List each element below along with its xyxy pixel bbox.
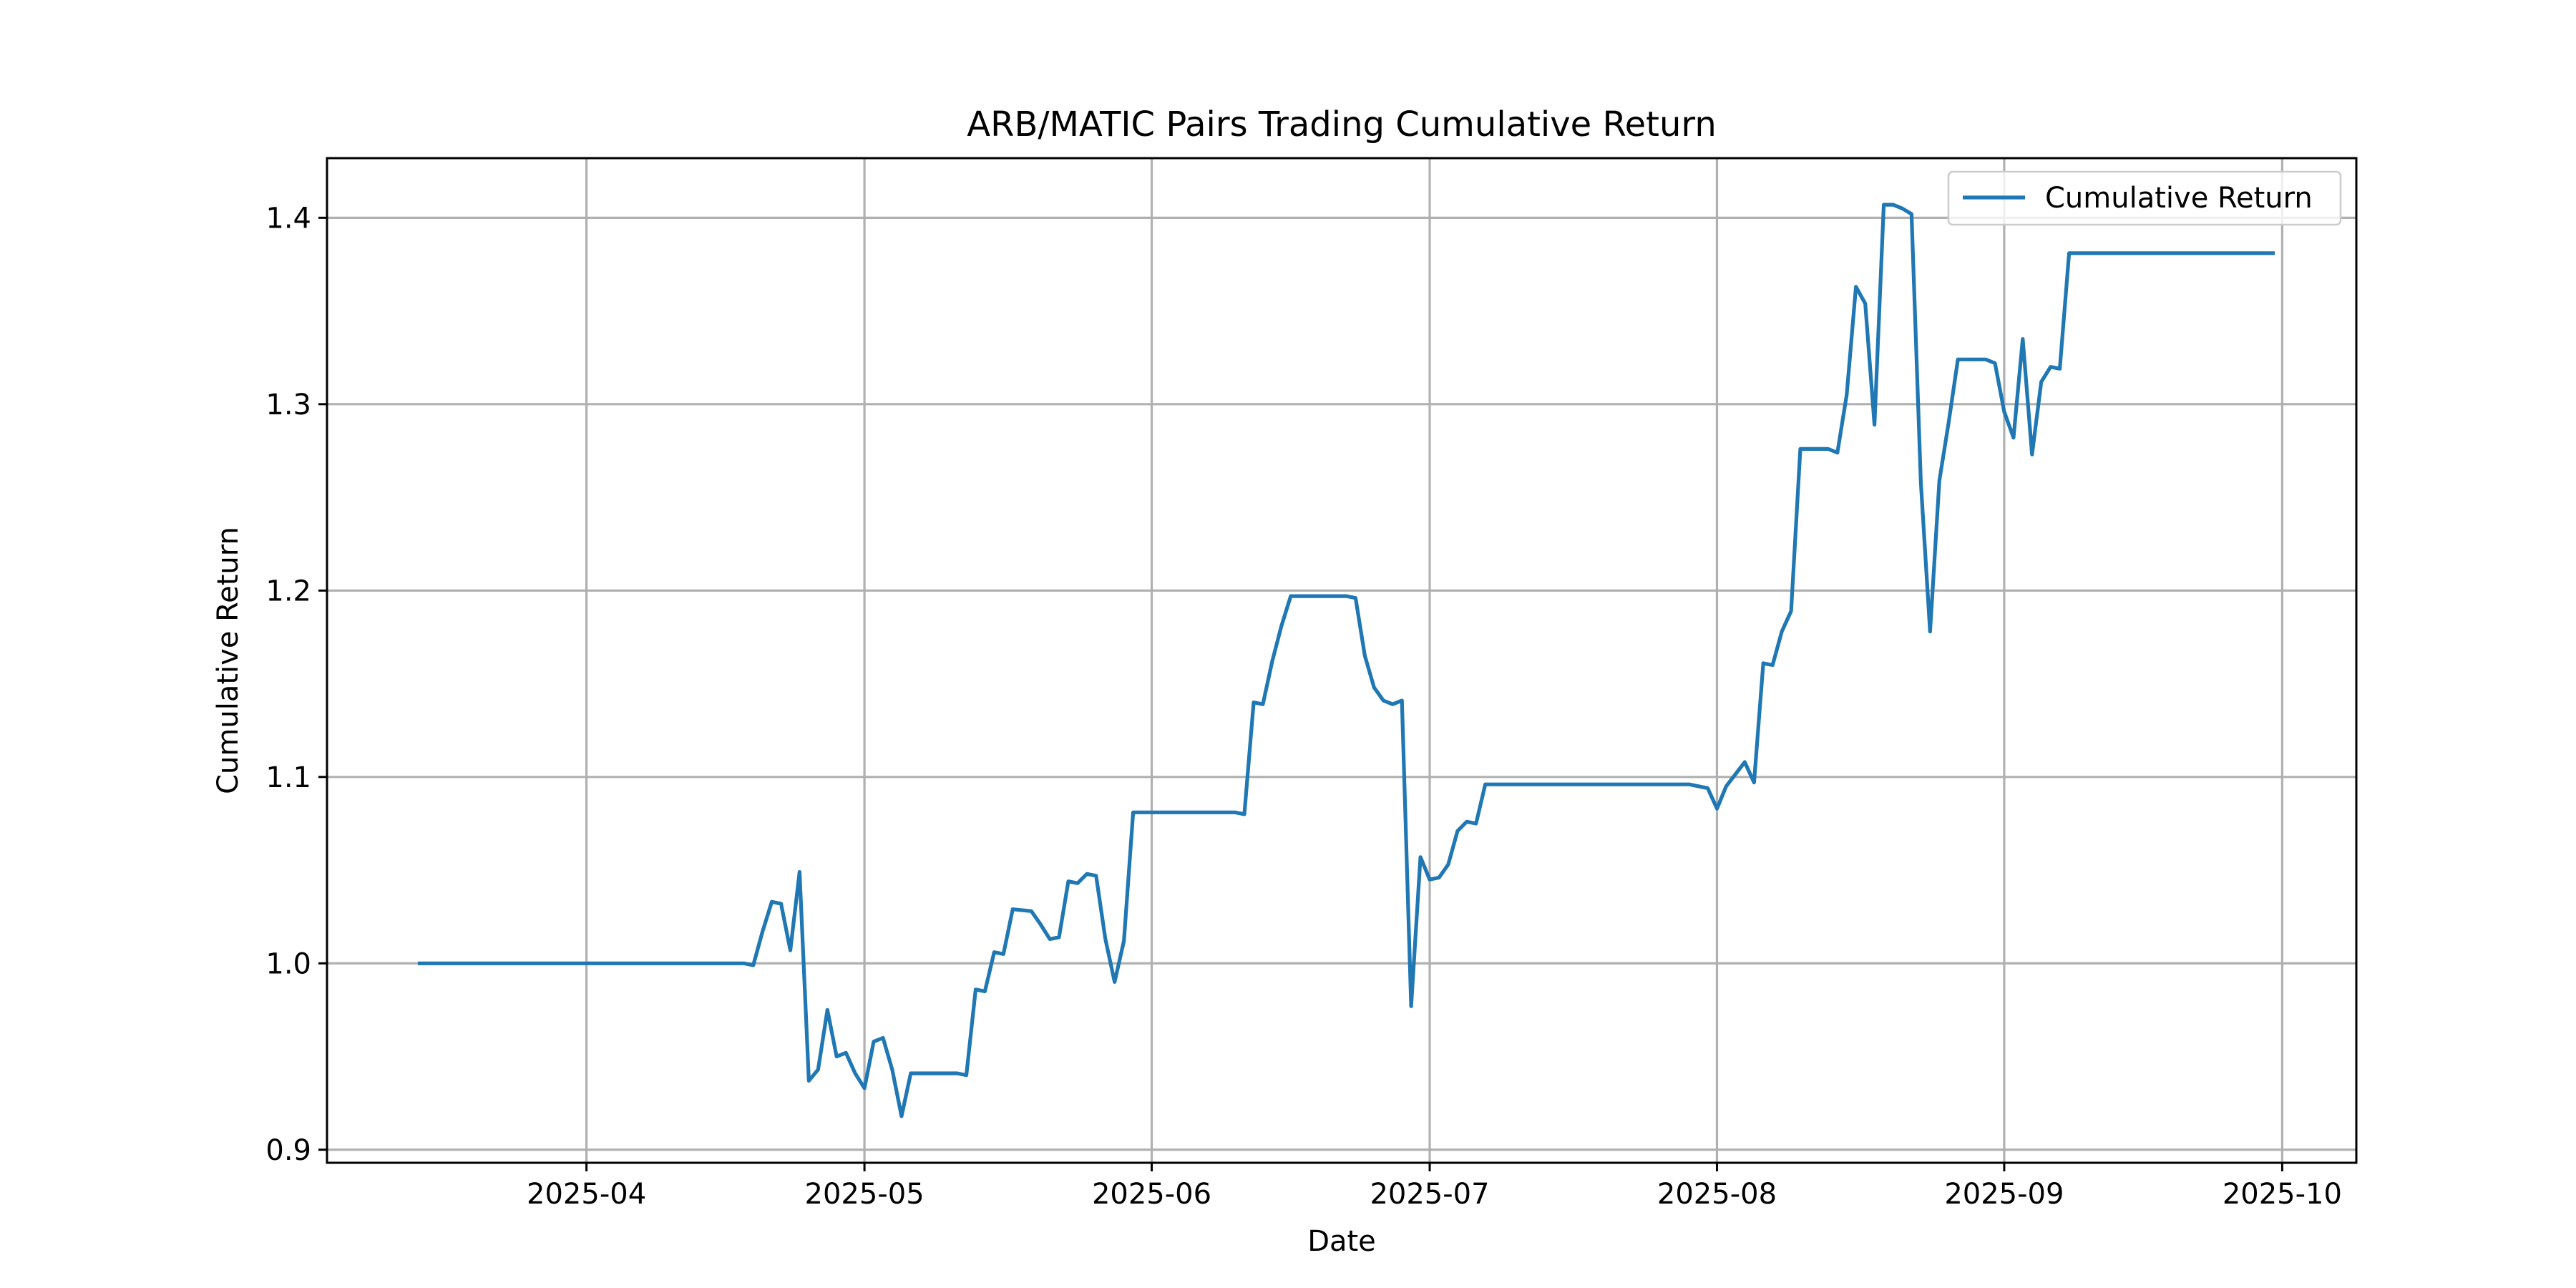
x-tick-label: 2025-04 [527,1178,646,1211]
legend-box [1947,170,2342,226]
x-axis-label: Date [1307,1225,1376,1258]
plot-frame [326,157,2358,1164]
y-tick-label: 1.3 [265,389,311,421]
y-tick-label: 1.0 [265,947,311,980]
y-tick-label: 0.9 [265,1134,311,1167]
y-tick-label: 1.4 [265,202,311,235]
y-tick-label: 1.1 [265,761,311,794]
x-tick-label: 2025-08 [1657,1178,1777,1211]
x-tick-label: 2025-10 [2223,1178,2342,1211]
x-tick-label: 2025-06 [1092,1178,1211,1211]
y-tick-label: 1.2 [265,575,311,608]
x-tick-label: 2025-05 [805,1178,924,1211]
x-tick-label: 2025-07 [1370,1178,1489,1211]
chart-title: ARB/MATIC Pairs Trading Cumulative Retur… [967,104,1716,145]
legend-label: Cumulative Return [2045,182,2313,215]
legend: Cumulative Return [1947,170,2342,226]
series-layer [417,203,2275,1118]
x-tick-label: 2025-09 [1944,1178,2064,1211]
series-line-cumulative-return [417,203,2275,1118]
y-axis-label: Cumulative Return [212,527,245,794]
ticks: 2025-04 2025-05 2025-06 2025-07 2025-08 2025-… [265,202,2342,1211]
